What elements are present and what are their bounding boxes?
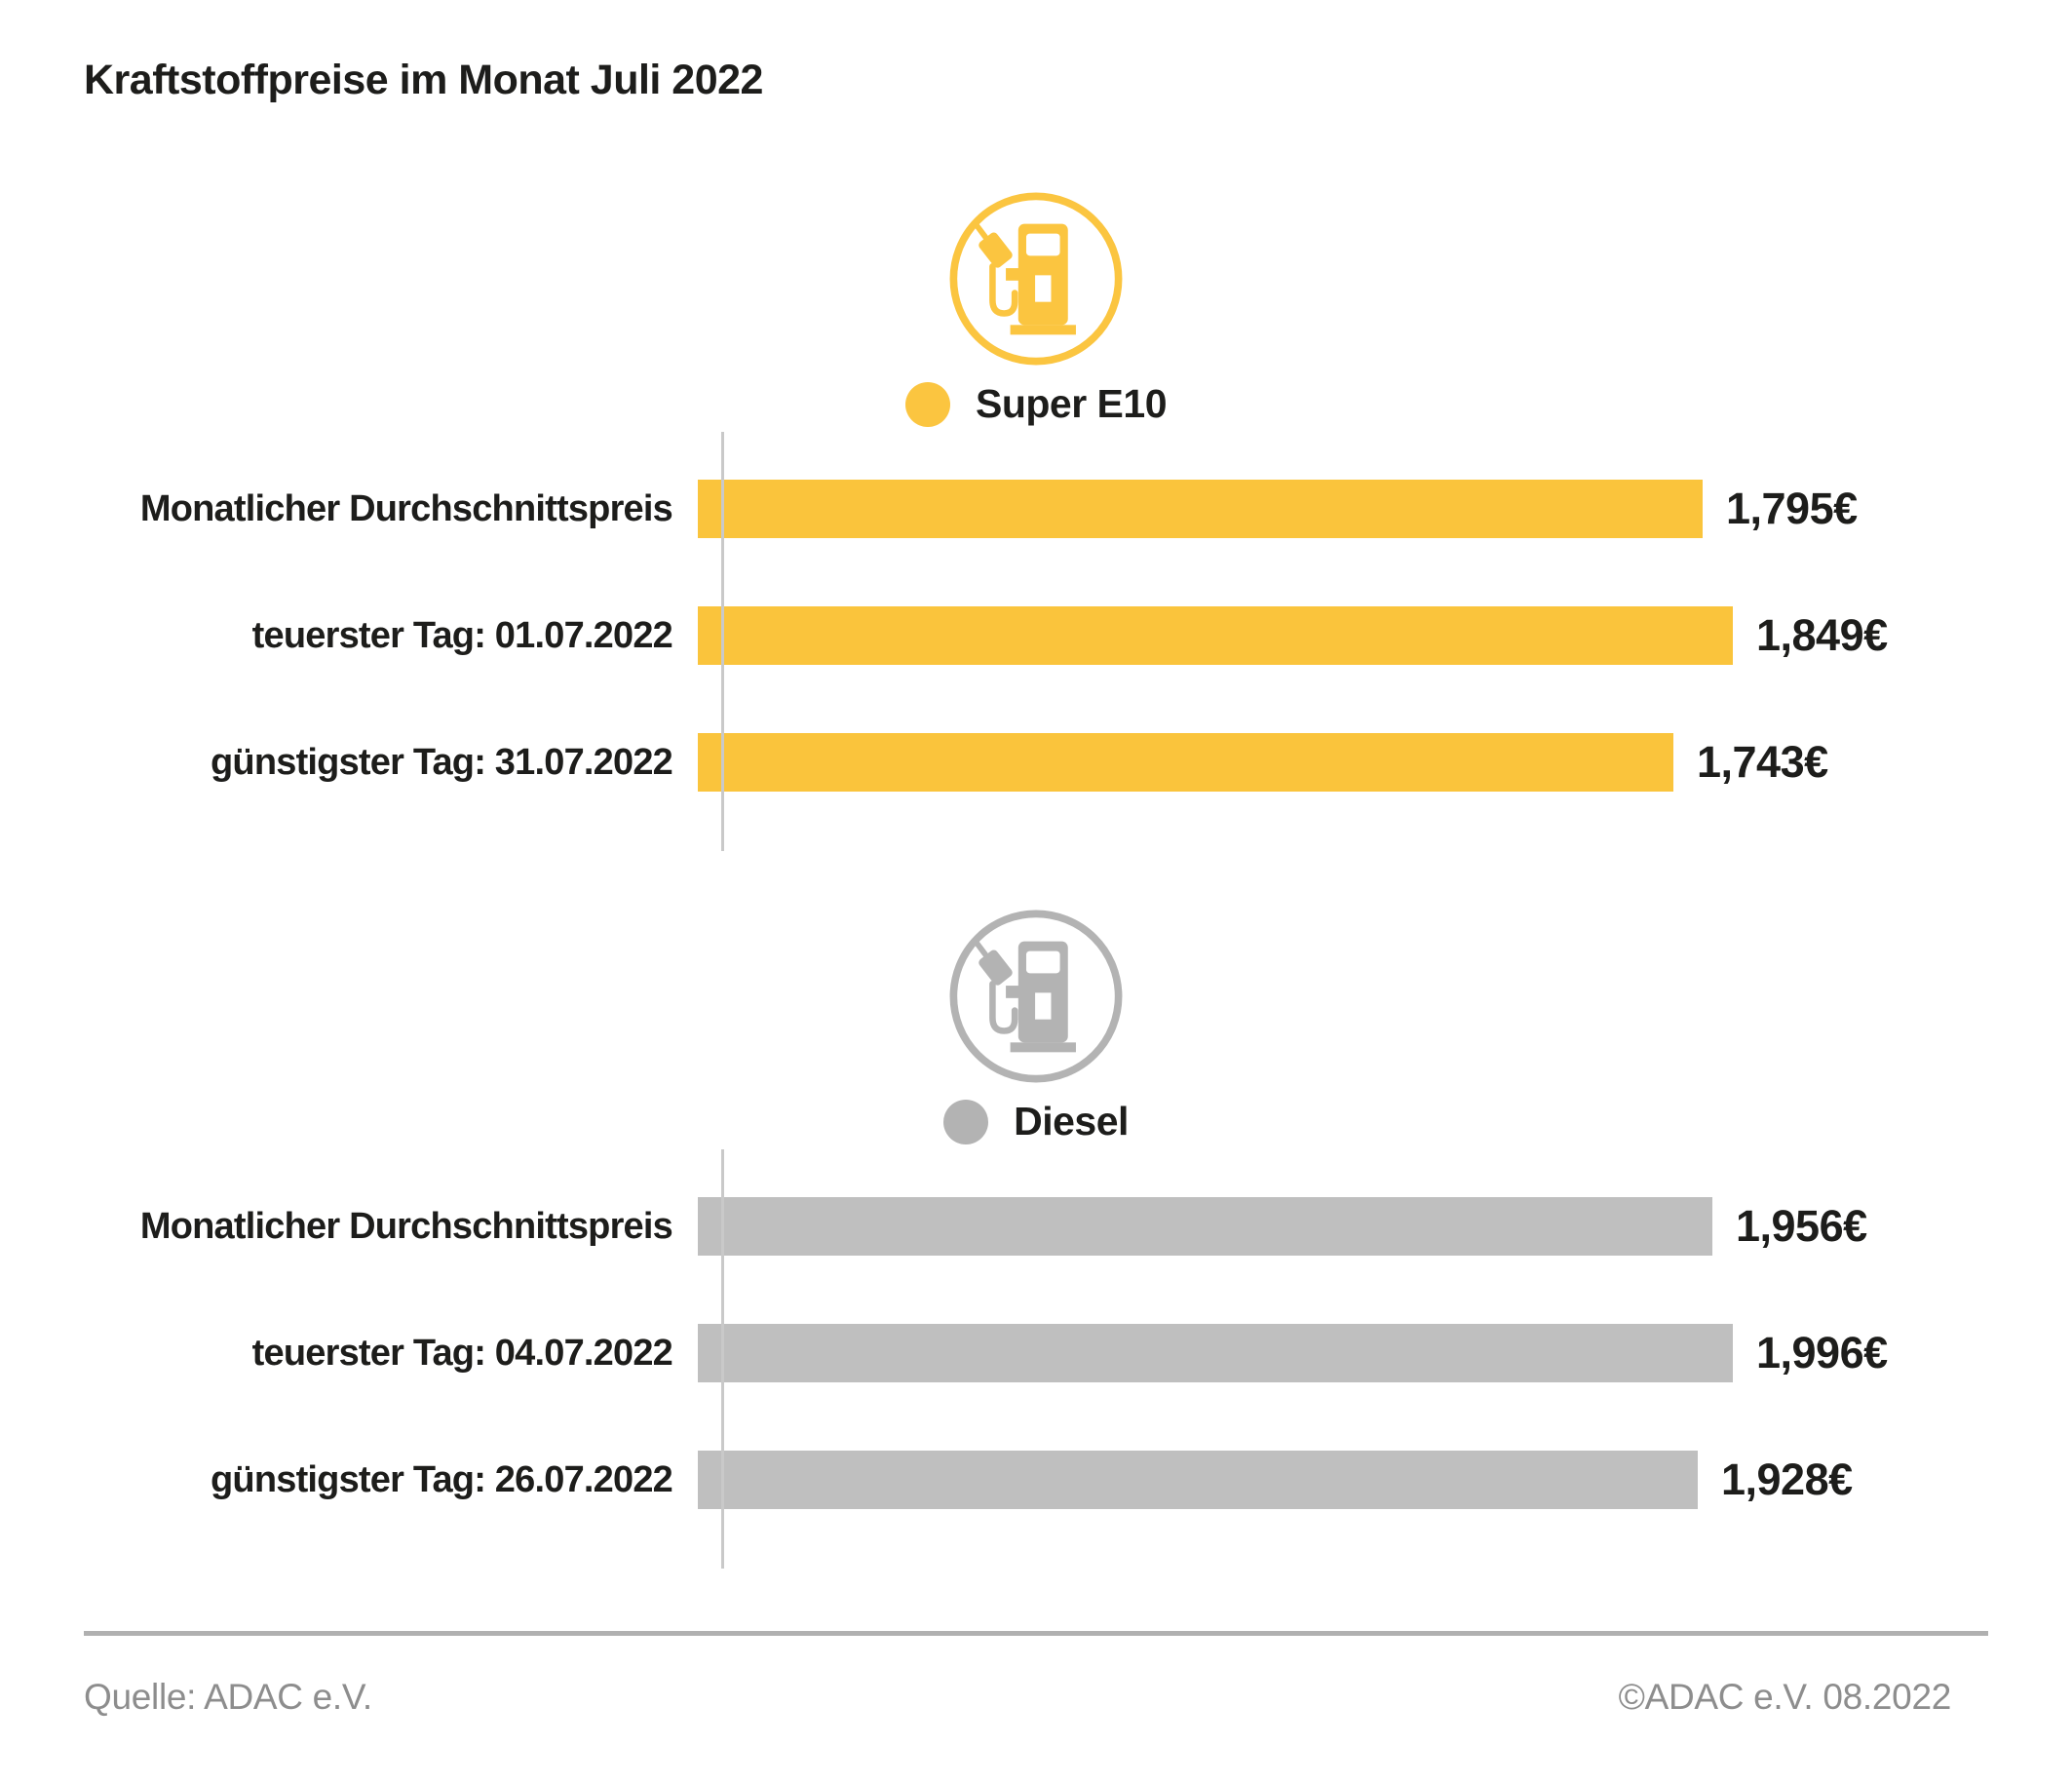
axis-line: [721, 432, 724, 851]
bar-label: teuerster Tag: 01.07.2022: [251, 614, 673, 656]
source-text: Quelle: ADAC e.V.: [84, 1677, 372, 1717]
bar-row: Monatlicher Durchschnittspreis 1,795€: [84, 446, 1988, 572]
legend-super-e10: Super E10: [84, 381, 1988, 427]
bar-label: günstigster Tag: 26.07.2022: [211, 1458, 673, 1500]
bar-label: günstigster Tag: 31.07.2022: [211, 741, 673, 783]
diesel-bar-chart: Monatlicher Durchschnittspreis 1,956€ te…: [84, 1149, 1988, 1569]
legend-dot: [904, 381, 950, 427]
copyright-text: ©ADAC e.V. 08.2022: [1618, 1677, 1952, 1717]
legend-diesel: Diesel: [84, 1099, 1988, 1144]
bar: [698, 480, 1703, 538]
bar-value: 1,996€: [1756, 1328, 1888, 1377]
bar: [698, 606, 1733, 665]
bar-value: 1,849€: [1756, 610, 1888, 660]
bar-value: 1,928€: [1721, 1454, 1853, 1504]
bar-row: teuerster Tag: 01.07.2022 1,849€: [84, 572, 1988, 699]
bar: [698, 733, 1673, 792]
fuel-pump-icon: [947, 190, 1125, 368]
legend-label: Super E10: [975, 381, 1168, 426]
legend-dot: [943, 1099, 989, 1144]
bar-row: günstigster Tag: 26.07.2022 1,928€: [84, 1416, 1988, 1543]
bar: [698, 1451, 1698, 1509]
fuel-pump-icon: [947, 908, 1125, 1085]
bar: [698, 1197, 1712, 1256]
bar-value: 1,743€: [1697, 737, 1828, 787]
bar-row: Monatlicher Durchschnittspreis 1,956€: [84, 1163, 1988, 1290]
bar-value: 1,956€: [1736, 1201, 1867, 1251]
bar-row: teuerster Tag: 04.07.2022 1,996€: [84, 1290, 1988, 1416]
super-e10-section: Super E10 Monatlicher Durchschnittspreis…: [84, 190, 1988, 851]
bar-value: 1,795€: [1726, 484, 1858, 533]
bar-row: günstigster Tag: 31.07.2022 1,743€: [84, 699, 1988, 826]
diesel-section: Diesel Monatlicher Durchschnittspreis 1,…: [84, 908, 1988, 1569]
bar-label: Monatlicher Durchschnittspreis: [139, 487, 673, 529]
bar: [698, 1324, 1733, 1382]
bar-label: teuerster Tag: 04.07.2022: [251, 1332, 673, 1374]
bar-label: Monatlicher Durchschnittspreis: [139, 1205, 673, 1247]
page-title: Kraftstoffpreise im Monat Juli 2022: [84, 57, 763, 103]
footer-divider: [84, 1631, 1988, 1636]
axis-line: [721, 1149, 724, 1569]
super-e10-bar-chart: Monatlicher Durchschnittspreis 1,795€ te…: [84, 432, 1988, 851]
legend-label: Diesel: [1014, 1099, 1129, 1144]
footer: Quelle: ADAC e.V. ©ADAC e.V. 08.2022: [84, 1677, 1988, 1718]
infographic: Kraftstoffpreise im Monat Juli 2022 Supe…: [84, 57, 1988, 1718]
